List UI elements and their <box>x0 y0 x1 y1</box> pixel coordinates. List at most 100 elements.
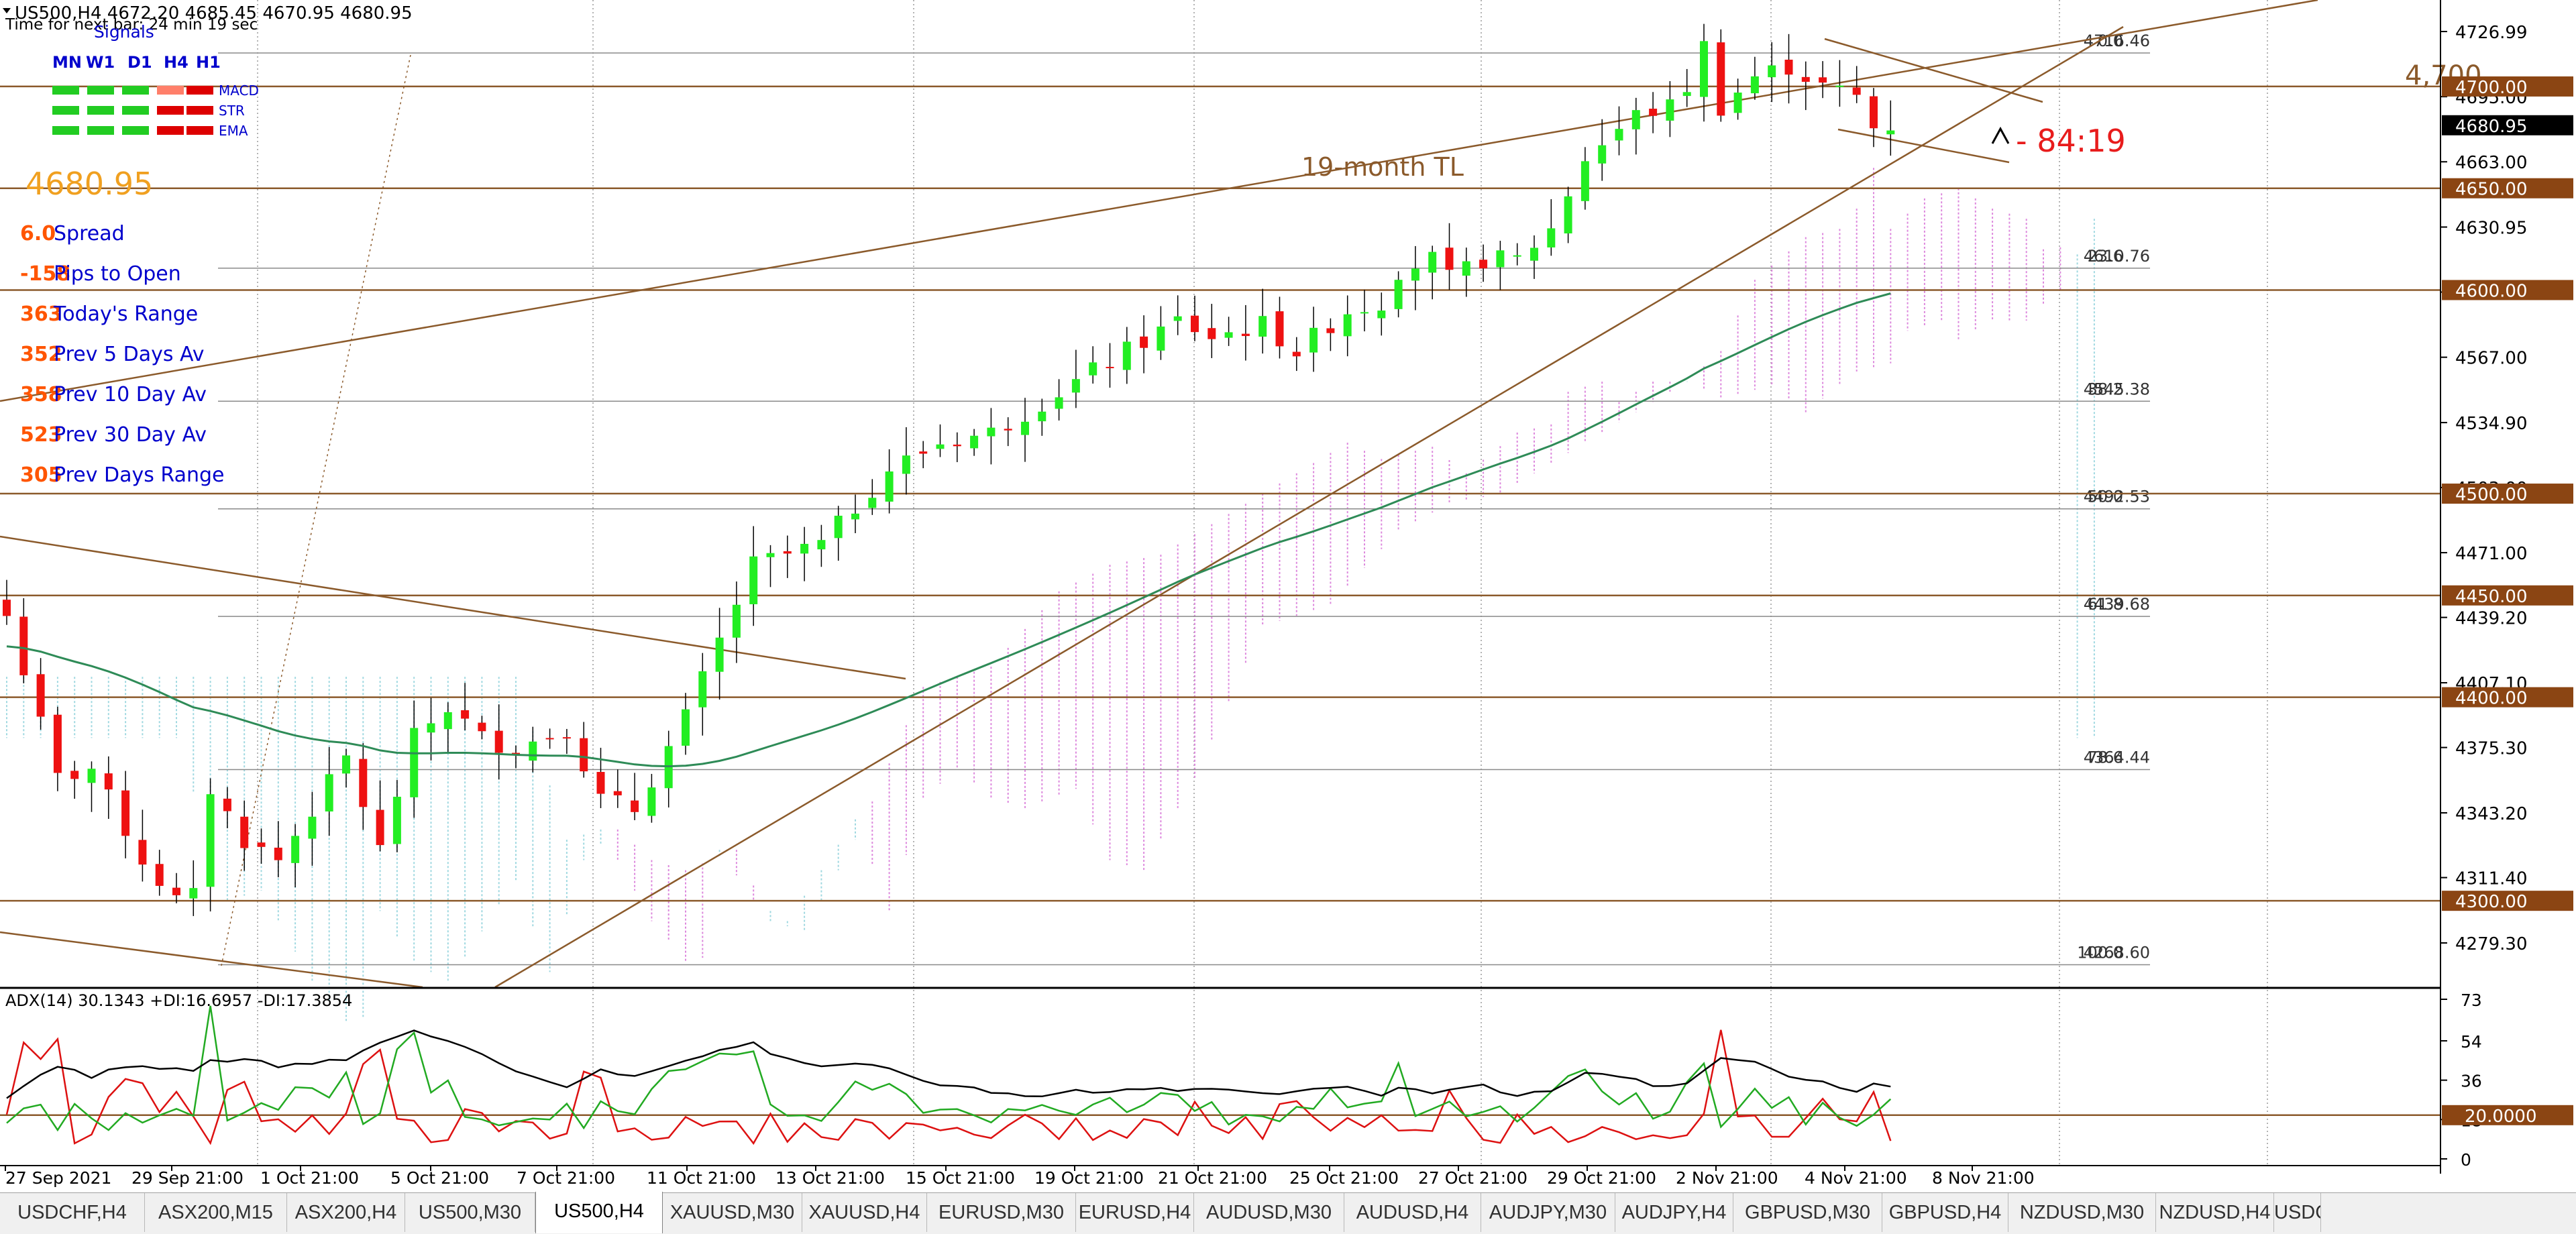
signals-indicator-macd: MACD <box>219 82 259 99</box>
candle <box>1445 223 1454 290</box>
candle-body <box>172 887 180 895</box>
trendline-channel-bottom <box>1837 128 2010 164</box>
signal-cell <box>186 86 213 95</box>
candle <box>1140 315 1148 374</box>
candle-body <box>325 774 333 811</box>
candle <box>392 779 401 852</box>
candle-body <box>919 451 928 454</box>
candle <box>919 441 928 469</box>
candle <box>987 408 996 465</box>
candle-body <box>1784 59 1793 75</box>
candle <box>613 769 622 808</box>
candle <box>1496 241 1505 290</box>
level-price-tag <box>2442 687 2573 708</box>
candle <box>461 683 470 731</box>
candle <box>1343 295 1352 357</box>
candle <box>342 748 350 788</box>
candle-body <box>1140 336 1148 348</box>
candle-body <box>19 616 28 675</box>
fibonacci-level-label: 100.0 <box>2077 943 2123 962</box>
candle <box>36 658 45 730</box>
candle <box>1768 42 1776 103</box>
price-tick-label: 4663.00 <box>2455 153 2528 173</box>
tab-xauusd-h4[interactable]: XAUUSD,H4 <box>802 1193 927 1232</box>
chart-canvas[interactable]: 0.04716.4623.64610.7638.24545.3850.04492… <box>0 0 2576 1192</box>
fibonacci-level-label: 61.8 <box>2088 595 2123 614</box>
candle <box>3 579 11 625</box>
candle-body <box>104 773 113 790</box>
fibonacci-price-label: 4492.53 <box>2084 488 2150 506</box>
tab-audusd-m30[interactable]: AUDUSD,M30 <box>1194 1193 1344 1232</box>
signals-timeframe-d1: D1 <box>127 53 152 72</box>
candle <box>1666 80 1674 137</box>
tab-audjpy-h4[interactable]: AUDJPY,H4 <box>1615 1193 1733 1232</box>
adx-main-line <box>6 1029 1891 1099</box>
info-label: Prev 10 Day Av <box>54 383 207 406</box>
info-price: 4680.95 <box>25 166 153 202</box>
tab-xauusd-m30[interactable]: XAUUSD,M30 <box>663 1193 802 1232</box>
candle-body <box>1258 316 1267 337</box>
time-axis-label: 5 Oct 21:00 <box>390 1168 489 1188</box>
tab-nzdusd-m30[interactable]: NZDUSD,M30 <box>2008 1193 2156 1232</box>
candle <box>427 697 435 761</box>
candle <box>1479 244 1488 282</box>
candle <box>936 424 945 457</box>
candle-body <box>851 513 859 520</box>
time-axis-label: 21 Oct 21:00 <box>1158 1168 1267 1188</box>
adx-tick-label: 73 <box>2461 991 2482 1010</box>
candle-body <box>1886 130 1895 135</box>
fibonacci-price-label: 4364.44 <box>2084 748 2150 767</box>
candle <box>257 828 266 864</box>
candle-body <box>732 604 741 638</box>
candle <box>155 850 164 896</box>
candle <box>443 702 452 753</box>
signal-cell <box>122 126 149 135</box>
candle <box>1021 398 1029 462</box>
tab-gbpusd-m30[interactable]: GBPUSD,M30 <box>1733 1193 1882 1232</box>
level-price-tag-label: 4700.00 <box>2455 78 2528 98</box>
candle-body <box>1462 261 1470 276</box>
collapse-arrow-icon[interactable] <box>3 8 11 13</box>
candle <box>1275 296 1284 359</box>
candle-body <box>3 600 11 616</box>
candle <box>189 860 198 916</box>
price-tick-label: 4311.40 <box>2455 869 2528 889</box>
candle-body <box>834 515 843 539</box>
candle <box>1173 295 1182 335</box>
tab-usdchf-h4[interactable]: USDCHF,H4 <box>0 1193 145 1232</box>
ema-line <box>6 292 1891 768</box>
info-label: Prev Days Range <box>54 463 224 487</box>
info-label: Spread <box>54 222 125 245</box>
candle <box>817 524 826 567</box>
tab-audusd-h4[interactable]: AUDUSD,H4 <box>1344 1193 1481 1232</box>
tab-nzdusd-h4[interactable]: NZDUSD,H4 <box>2156 1193 2274 1232</box>
candle <box>715 608 724 700</box>
candle <box>1258 288 1267 354</box>
time-axis-label: 27 Oct 21:00 <box>1418 1168 1527 1188</box>
price-tick-label: 4567.00 <box>2455 349 2528 369</box>
tab-gbpusd-h4[interactable]: GBPUSD,H4 <box>1882 1193 2008 1232</box>
candle-body <box>1631 110 1640 129</box>
signals-indicator-str: STR <box>219 103 245 119</box>
tab-usdc[interactable]: USDC <box>2274 1193 2321 1232</box>
candle-body <box>121 790 130 836</box>
tab-audjpy-m30[interactable]: AUDJPY,M30 <box>1481 1193 1615 1232</box>
tab-asx200-m15[interactable]: ASX200,M15 <box>145 1193 287 1232</box>
candle <box>545 728 554 749</box>
candle-body <box>155 864 164 886</box>
fibonacci-price-label: 4439.68 <box>2084 595 2150 614</box>
tab-eurusd-h4[interactable]: EURUSD,H4 <box>1076 1193 1194 1232</box>
candle-body <box>1021 421 1029 435</box>
candle-body <box>1666 99 1674 121</box>
tab-eurusd-m30[interactable]: EURUSD,M30 <box>927 1193 1076 1232</box>
tab-asx200-h4[interactable]: ASX200,H4 <box>287 1193 405 1232</box>
info-value: 305 <box>20 463 62 487</box>
candle <box>698 653 707 736</box>
candle-body <box>1547 228 1556 247</box>
tab-us500-m30[interactable]: US500,M30 <box>405 1193 535 1232</box>
candle-body <box>1717 42 1725 116</box>
candle <box>1106 343 1114 388</box>
tab-us500-h4[interactable]: US500,H4 <box>535 1192 663 1233</box>
candle <box>1038 398 1046 436</box>
